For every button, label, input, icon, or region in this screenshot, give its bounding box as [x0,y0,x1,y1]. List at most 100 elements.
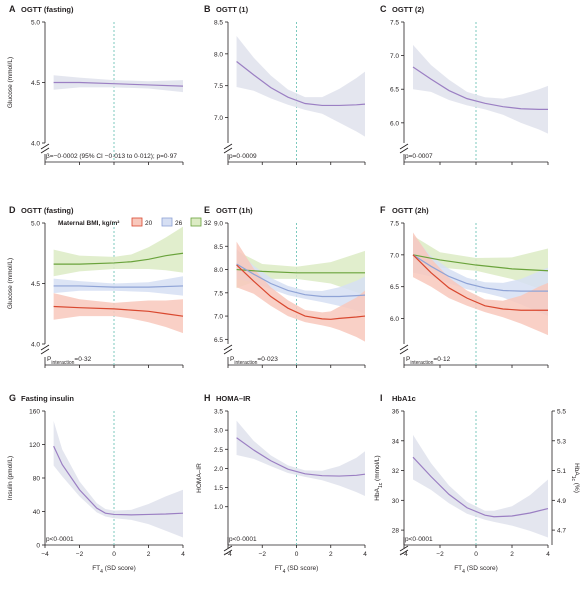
p-value-annotation: p<0·0001 [46,536,74,543]
confidence-band-bmi-26 [53,276,183,296]
confidence-band-bmi-26 [236,249,365,314]
y-tick-label: 40 [33,509,41,516]
right-y-tick-label: 4.7 [557,528,566,535]
y-axis-label: Insulin (pmol/L) [7,456,14,500]
y-tick-label: 8.0 [214,267,223,274]
series-line-bmi-32 [412,254,549,272]
confidence-band [53,421,183,538]
confidence-band [413,434,548,538]
x-tick-label: −2 [436,551,444,558]
right-y-tick-label: 5.3 [557,438,566,445]
y-tick-label: 4.5 [31,281,40,288]
x-tick-label: −4 [224,551,232,558]
p-interaction-annotation: Pinteraction=0·023 [230,356,278,366]
y-tick-label: 6.5 [390,87,399,94]
axis-break-mark [399,545,409,556]
series-line-bmi-20 [53,305,184,317]
panel-title: HOMA–IR [216,394,251,403]
x-tick-label: 0 [474,551,478,558]
panel-e: E OGTT (1h) 6.5 7.0 7.5 8.0 8.5 9.0 Pinteraction… [204,205,366,368]
y-tick-label: 8.5 [214,20,223,27]
p-interaction-annotation: Pinteraction=0·12 [406,356,451,366]
legend-swatch [131,217,143,227]
panel-letter: G [9,393,16,403]
panel-g: G Fasting insulin 0 40 80 120 160 −4 −2 0 2 4 p<0·00… [7,393,185,575]
panel-d: D OGTT (fasting) Maternal BMI, kg/m² 20 26 32… [7,205,212,368]
y-tick-label: 32 [392,468,400,475]
panel-title: HbA1c [392,394,416,403]
confidence-band [236,36,365,137]
series-line-bmi-26 [236,263,366,298]
right-y-tick-label: 5.1 [557,468,566,475]
x-tick-label: 2 [510,551,514,558]
x-tick-label: −2 [259,551,267,558]
p-value-annotation: p=0·0009 [229,153,257,160]
p-value-annotation: p<0·0001 [229,536,257,543]
y-tick-label: 7.5 [390,20,399,27]
series-line-bmi-26 [412,254,548,292]
panel-letter: H [204,393,211,403]
legend-label: 20 [145,220,153,227]
panel-i: I HbA1c 28 30 32 34 36 −4 −2 0 2 4 p<0·0001 HbA1c (mm… [374,393,580,575]
axis-break-mark [40,143,50,154]
legend-swatch [161,217,173,227]
y-tick-label: 80 [33,476,41,483]
axis-break-mark [399,344,409,355]
confidence-band-bmi-20 [236,241,365,342]
p-interaction-annotation: Pinteraction=0·32 [47,356,92,366]
y-tick-label: 7.5 [214,290,223,297]
panel-f: F OGTT (2h) 6.0 6.5 7.0 7.5 Pinteraction=0·12 [380,205,549,368]
x-axis-label: FT4 (SD score) [454,565,498,575]
y-tick-label: 2.0 [214,466,223,473]
y-tick-label: 6.0 [390,120,399,127]
y-tick-label: 34 [392,438,400,445]
y-tick-label: 6.5 [214,337,223,344]
y-tick-label: 7.0 [214,115,223,122]
x-tick-label: 4 [546,551,550,558]
y-tick-label: 5.0 [31,20,40,27]
y-tick-label: 3.5 [214,409,223,416]
axis-break-mark [223,545,233,556]
confidence-band-bmi-20 [53,293,183,334]
y-tick-label: 160 [29,409,40,416]
legend-title: Maternal BMI, kg/m² [58,220,120,227]
y-tick-label: 9.0 [214,221,223,228]
y-tick-label: 8.0 [214,51,223,58]
y-tick-label: 7.0 [390,252,399,259]
x-tick-label: −4 [400,551,408,558]
series-line-bmi-32 [53,252,184,265]
y-axis-label-mmol: HbA1c (mmol/L) [374,455,384,500]
y-axis-label-percent: HbA1c (%) [570,463,580,493]
right-y-tick-label: 5.5 [557,409,566,416]
x-tick-label: 4 [363,551,367,558]
axis-break-mark [40,344,50,355]
y-tick-label: 6.5 [390,284,399,291]
series-line [236,437,366,477]
axis-break-mark [399,143,409,154]
y-tick-label: 36 [392,409,400,416]
panel-letter: D [9,205,16,215]
y-tick-label: 1.0 [214,504,223,511]
x-tick-label: 4 [181,551,185,558]
panel-b: B OGTT (1) 7.0 7.5 8.0 8.5 p=0·0009 [204,4,366,165]
y-axis-label: Glucose (mmol/L) [7,258,14,309]
confidence-band-bmi-32 [53,226,183,277]
confidence-band [413,44,548,134]
x-tick-label: −4 [41,551,49,558]
y-tick-label: 4.5 [31,80,40,87]
series-line [236,61,366,107]
panel-letter: I [380,393,383,403]
series-line-bmi-20 [236,264,366,320]
confidence-band-bmi-26 [413,235,548,316]
y-tick-label: 28 [392,528,400,535]
y-tick-label: 3.0 [214,428,223,435]
y-tick-label: 4.0 [31,342,40,349]
panel-title: OGTT (1h) [216,206,253,215]
axis-break-mark [223,143,233,154]
y-tick-label: 0 [36,543,40,550]
panel-title: OGTT (2) [392,5,425,14]
panel-a: A OGTT (fasting) 4.0 4.5 5.0 β=−0·0002 (95% C… [7,4,184,165]
series-line-bmi-20 [412,254,548,311]
y-tick-label: 4.0 [31,141,40,148]
x-tick-label: 2 [329,551,333,558]
